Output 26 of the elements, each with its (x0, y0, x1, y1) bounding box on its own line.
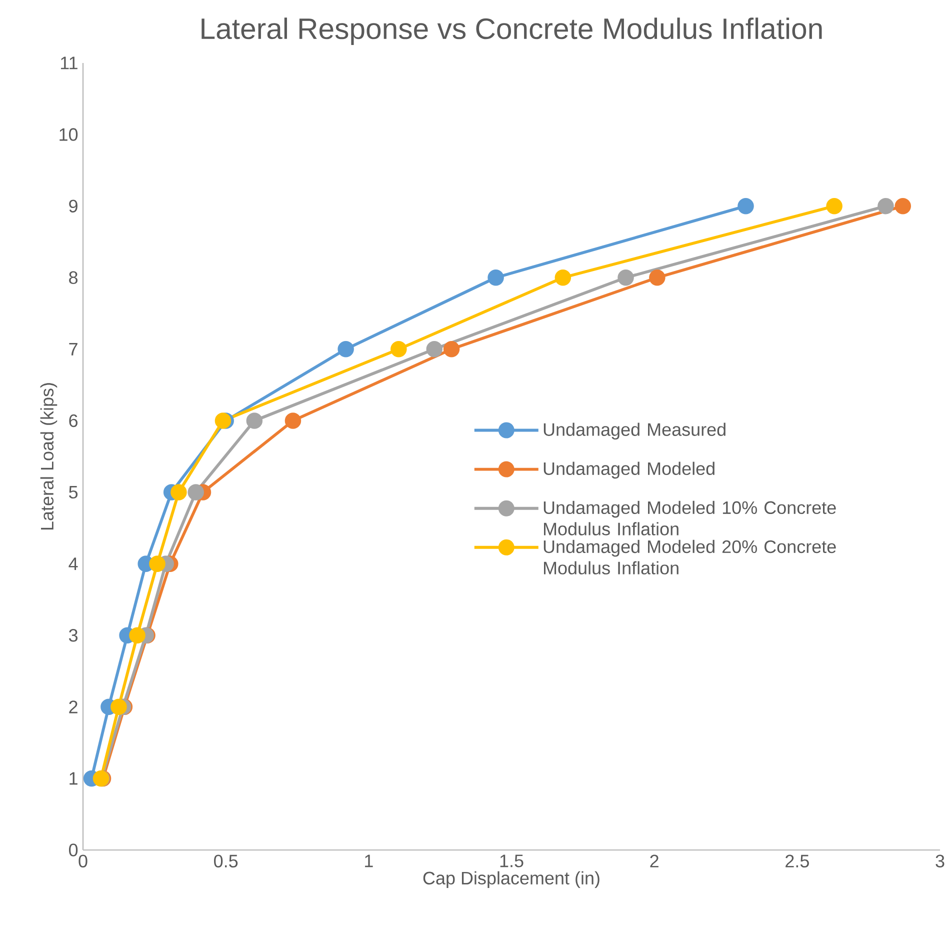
x-tick-label: 3 (936, 854, 944, 868)
x-tick-label: 1 (365, 854, 373, 868)
chart-title: Lateral Response vs Concrete Modulus Inflation (202, 18, 822, 45)
y-tick-label: 0 (68, 844, 78, 856)
legend-label: Undamaged Modeled (544, 462, 714, 479)
legend-label: Undamaged Measured (544, 422, 726, 440)
y-axis-title: Lateral Load (kips) (40, 383, 58, 530)
y-tick-label: 1 (70, 772, 78, 785)
y-tick-label: 3 (68, 628, 78, 642)
x-tick-label: 1.5 (500, 854, 524, 868)
x-tick-label: 2 (650, 854, 658, 868)
x-axis-title: Cap Displacement (in) (423, 871, 600, 888)
y-tick-label: 10 (60, 128, 78, 141)
y-tick-label: 4 (68, 558, 78, 570)
y-tick-label: 2 (69, 700, 78, 714)
x-tick-label: 0 (78, 854, 88, 868)
legend-label: Undamaged Modeled 10% Concrete Modulus Inflation (544, 500, 836, 536)
y-tick-label: 5 (68, 486, 78, 499)
y-tick-label: 9 (69, 200, 78, 212)
x-tick-label: 2.5 (786, 854, 809, 868)
x-tick-label: 0.5 (214, 854, 238, 868)
y-tick-label: 6 (69, 414, 78, 428)
y-tick-label: 7 (69, 342, 78, 356)
y-tick-label: 8 (69, 271, 78, 284)
y-tick-label: 11 (60, 56, 78, 70)
legend-label: Undamaged Modeled 20% Concrete Modulus Inflation (544, 540, 836, 574)
